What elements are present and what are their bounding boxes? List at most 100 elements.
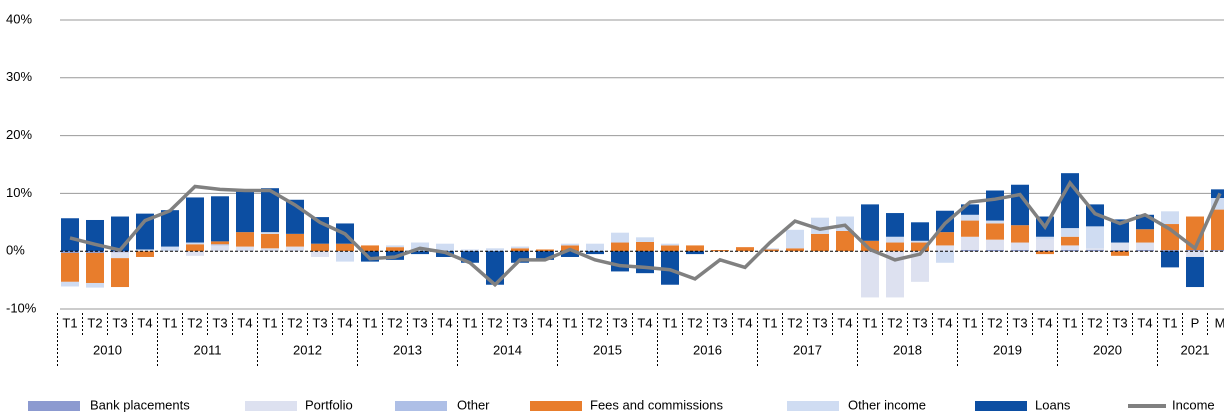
year-label: 2021 (1181, 342, 1210, 357)
bar-segment (861, 240, 879, 252)
x-tick-label: T3 (112, 315, 127, 330)
bar-segment (1211, 198, 1224, 210)
bar-segment (986, 220, 1004, 224)
bar-segment (661, 243, 679, 246)
legend-swatch (395, 401, 447, 411)
x-tick-label: T1 (762, 315, 777, 330)
bar-segment (1011, 242, 1029, 251)
year-label: 2011 (194, 342, 222, 357)
bar-segment (86, 252, 104, 283)
income-line (69, 179, 1222, 288)
bar-segment (1086, 250, 1104, 252)
bar-segment (111, 252, 129, 259)
x-tick-label: T3 (912, 315, 927, 330)
x-tick-label: T3 (612, 315, 627, 330)
bar-segment (886, 251, 904, 298)
year-label: 2018 (893, 342, 922, 357)
year-label: 2020 (1093, 342, 1122, 357)
bar-segment (111, 216, 129, 252)
x-tick-label: T2 (987, 315, 1002, 330)
bar-segment (1111, 219, 1129, 243)
bar-segment (336, 251, 354, 262)
year-label: 2015 (593, 342, 622, 357)
x-tick-label: T2 (687, 315, 702, 330)
bar-segment (311, 243, 329, 252)
bar-segment (836, 230, 854, 252)
bar-segment (1036, 251, 1054, 255)
bar-segment (761, 248, 779, 250)
bar-segment (86, 282, 104, 288)
bar-segment (636, 241, 654, 252)
bar-segment (886, 213, 904, 237)
bar-segment (911, 222, 929, 241)
year-label: 2012 (293, 342, 322, 357)
bar-segment (336, 243, 354, 252)
year-label: 2014 (493, 342, 522, 357)
bar-segment (1011, 225, 1029, 243)
legend-label: Fees and commissions (590, 397, 723, 412)
legend-swatch (530, 401, 582, 411)
bar-segment (286, 233, 304, 247)
bar-segment (1186, 256, 1204, 288)
bar-segment (1036, 239, 1054, 251)
x-tick-label: T3 (412, 315, 427, 330)
bar-segment (511, 246, 529, 249)
x-tick-label: T3 (512, 315, 527, 330)
x-tick-label: T4 (637, 315, 652, 330)
bar-segment (411, 251, 429, 255)
legend-label: Loans (1035, 397, 1071, 412)
bar-segment (586, 251, 604, 255)
bar-segment (211, 241, 229, 245)
bar-segment (786, 229, 804, 249)
x-tick-label: T3 (1112, 315, 1127, 330)
bar-segment (211, 245, 229, 252)
bar-segment (386, 245, 404, 248)
bar-segment (136, 249, 154, 252)
x-tick-label: T3 (212, 315, 227, 330)
bar-segment (261, 248, 279, 252)
bar-segment (186, 197, 204, 243)
x-tick-label: T4 (537, 315, 552, 330)
y-tick-label: 10% (6, 185, 32, 200)
x-tick-label: T4 (737, 315, 752, 330)
legend-swatch (975, 401, 1027, 411)
legend-swatch (245, 401, 297, 411)
x-tick-label: T4 (937, 315, 952, 330)
bar-segment (1136, 250, 1154, 252)
x-tick-label: T4 (137, 315, 152, 330)
bar-segment (386, 247, 404, 252)
bar-segment (611, 232, 629, 243)
bar-segment (61, 218, 79, 252)
bar-segment (961, 214, 979, 221)
bar-segment (761, 249, 779, 252)
bar-segment (1061, 245, 1079, 251)
bar-segment (961, 236, 979, 251)
x-tick-label: T1 (1062, 315, 1077, 330)
x-tick-label: T4 (337, 315, 352, 330)
bar-segment (911, 240, 929, 243)
bar-segment (936, 232, 954, 246)
bar-segment (1186, 250, 1204, 252)
legend-swatch (787, 401, 839, 411)
legend-label: Other income (848, 397, 926, 412)
legend-label: Bank placements (90, 397, 190, 412)
bar-segment (886, 236, 904, 243)
x-tick-label: T2 (87, 315, 102, 330)
x-tick-label: T1 (62, 315, 77, 330)
legend-swatch (28, 401, 80, 411)
bar-segment (511, 251, 529, 263)
bar-segment (1061, 228, 1079, 237)
bar-segment (461, 251, 479, 263)
x-tick-label: T2 (787, 315, 802, 330)
bar-segment (686, 245, 704, 252)
x-tick-label: T2 (887, 315, 902, 330)
bar-segment (636, 251, 654, 274)
bar-segment (311, 251, 329, 257)
bar-segment (186, 242, 204, 245)
bar-segment (61, 281, 79, 287)
bar-segment (1211, 189, 1224, 199)
bar-segment (1036, 250, 1054, 252)
bar-segment (61, 252, 79, 282)
bar-segment (261, 188, 279, 233)
